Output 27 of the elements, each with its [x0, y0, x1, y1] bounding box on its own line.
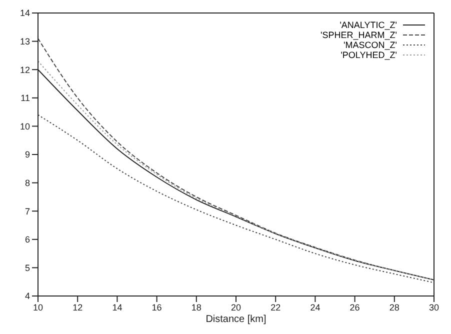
- x-tick-label: 28: [389, 302, 400, 312]
- legend-label: 'SPHER_HARM_Z': [320, 30, 397, 40]
- y-tick-label: 5: [24, 262, 30, 273]
- y-tick-label: 9: [24, 150, 30, 160]
- y-tick-label: 7: [24, 206, 30, 216]
- y-tick-label: 12: [20, 64, 30, 75]
- y-tick-label: 11: [20, 93, 30, 104]
- legend-label: 'ANALYTIC_Z': [340, 20, 397, 30]
- x-tick-label: 20: [230, 302, 242, 312]
- y-tick-label: 14: [20, 8, 30, 18]
- y-tick-label: 13: [20, 36, 30, 46]
- x-tick-label: 18: [191, 302, 202, 312]
- y-tick-label: 6: [24, 234, 30, 245]
- x-tick-label: 30: [428, 302, 440, 312]
- legend-label: 'MASCON_Z': [344, 40, 397, 50]
- y-tick-label: 10: [20, 121, 30, 132]
- x-tick-label: 14: [112, 302, 122, 312]
- y-tick-label: 4: [24, 291, 30, 302]
- x-tick-label: 16: [152, 302, 162, 312]
- x-tick-label: 12: [72, 302, 83, 312]
- x-tick-label: 10: [32, 302, 44, 312]
- x-axis-title: Distance [km]: [206, 314, 267, 325]
- x-tick-label: 22: [270, 302, 281, 312]
- x-tick-label: 24: [310, 302, 320, 312]
- x-tick-label: 26: [350, 302, 360, 312]
- legend-label: 'POLYHED_Z': [340, 50, 397, 60]
- y-tick-label: 8: [24, 178, 30, 188]
